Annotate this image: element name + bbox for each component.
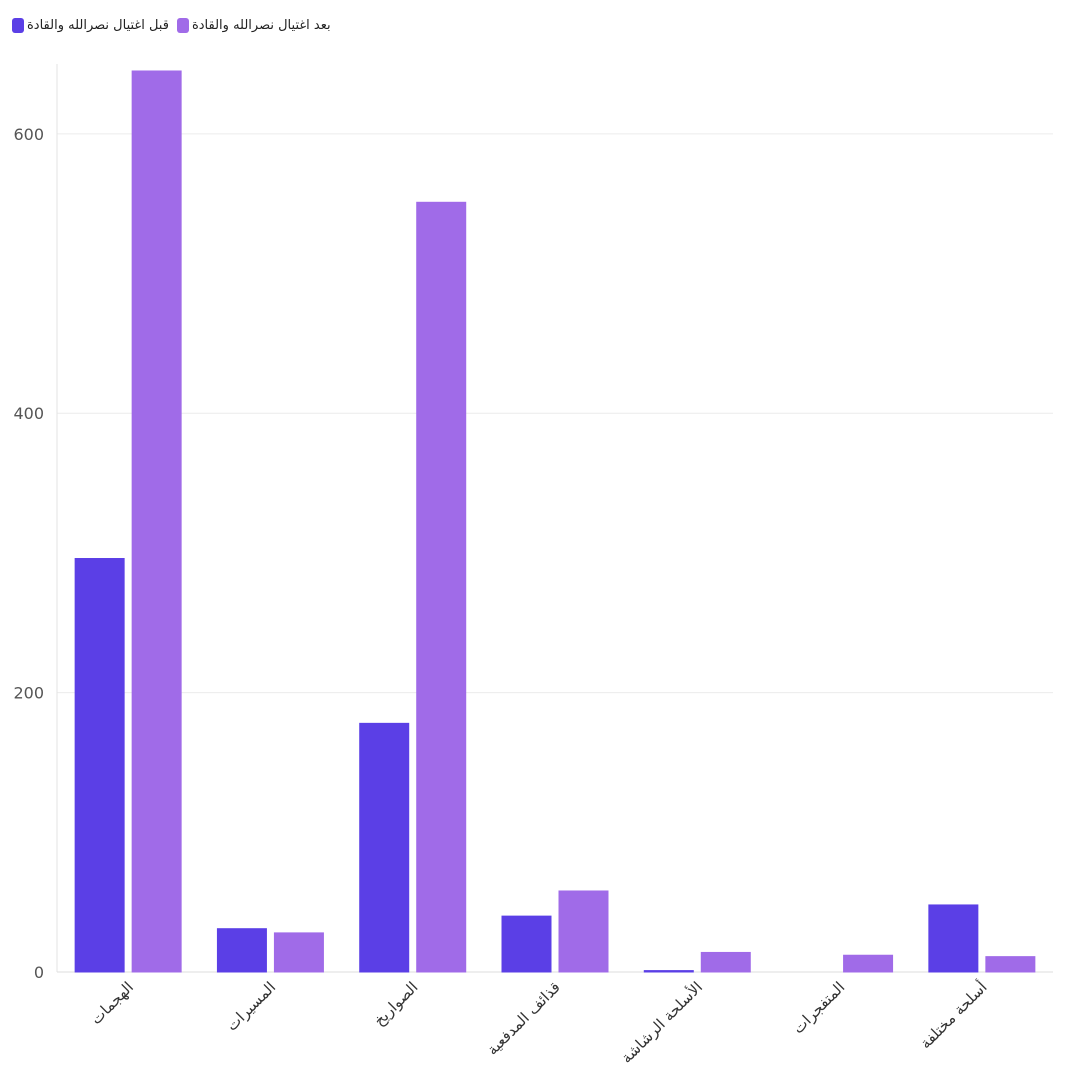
bar-after [416, 201, 467, 973]
bars [74, 70, 1036, 973]
x-tick-label: الهجمات [87, 978, 137, 1028]
x-tick-label: أسلحة مختلفة [916, 977, 991, 1052]
y-tick-label: 600 [13, 125, 44, 144]
bar-before [928, 904, 979, 973]
bar-before [501, 915, 552, 973]
bar-after [985, 956, 1036, 973]
legend-swatch-after [176, 17, 189, 33]
bar-before [359, 722, 410, 973]
bar-after [273, 932, 324, 973]
legend-label-before: قبل اغتيال نصرالله والقادة [27, 17, 169, 33]
bar-after [558, 890, 609, 973]
bar-after [700, 951, 751, 973]
y-tick-label: 0 [34, 963, 44, 982]
x-tick-label: الصواريخ [370, 978, 421, 1029]
bar-before [643, 970, 694, 973]
legend: قبل اغتيال نصرالله والقادة بعد اغتيال نص… [12, 14, 331, 36]
bar-after [843, 954, 894, 973]
legend-item-after[interactable]: بعد اغتيال نصرالله والقادة [176, 17, 331, 33]
y-tick-label: 400 [13, 404, 44, 423]
x-axis: الهجمات المسيرات الصواريخ قذائف المدفعية الأ… [87, 977, 991, 1066]
x-tick-label: المتفجرات [789, 978, 848, 1037]
bar-before [216, 928, 267, 973]
y-axis: 0 200 400 600 [13, 64, 58, 982]
x-tick-label: الأسلحة الرشاشة [617, 977, 706, 1066]
legend-label-after: بعد اغتيال نصرالله والقادة [191, 17, 331, 33]
bar-after [131, 70, 182, 973]
grid-lines [57, 133, 1053, 973]
x-tick-label: قذائف المدفعية [483, 978, 564, 1059]
legend-swatch-before [12, 17, 24, 33]
y-tick-label: 200 [13, 684, 44, 703]
x-tick-label: المسيرات [223, 978, 279, 1034]
legend-item-before[interactable]: قبل اغتيال نصرالله والقادة [12, 17, 169, 33]
bar-before [74, 558, 125, 973]
